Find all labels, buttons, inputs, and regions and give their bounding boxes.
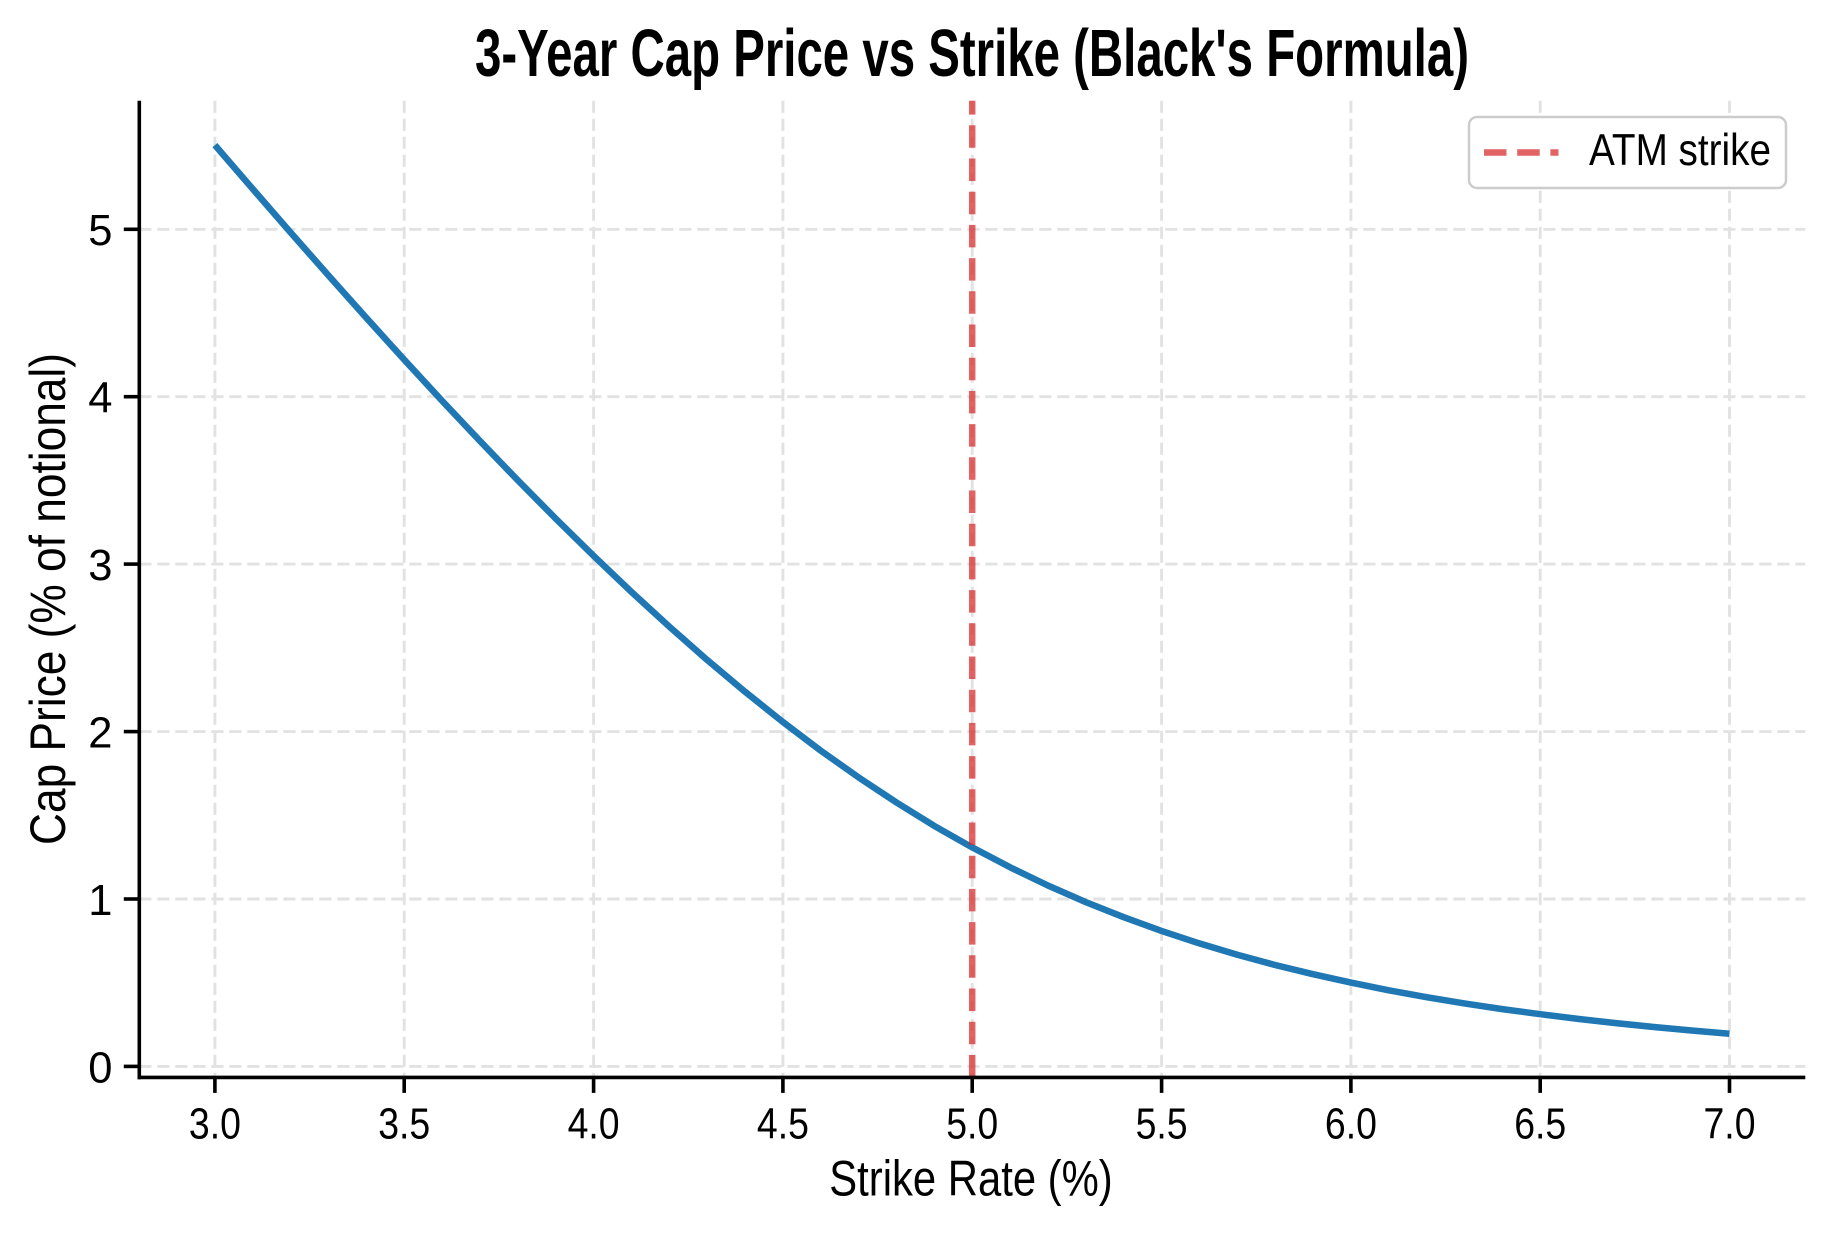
svg-text:0: 0 (88, 1044, 112, 1092)
svg-text:3.5: 3.5 (378, 1101, 430, 1149)
svg-text:4.0: 4.0 (568, 1101, 620, 1149)
svg-text:5.0: 5.0 (946, 1101, 998, 1149)
svg-text:5: 5 (88, 207, 112, 255)
svg-text:Strike Rate (%): Strike Rate (%) (829, 1150, 1112, 1206)
svg-text:5.5: 5.5 (1136, 1101, 1188, 1149)
svg-text:Cap Price (% of notional): Cap Price (% of notional) (20, 353, 76, 845)
svg-text:6.0: 6.0 (1325, 1101, 1377, 1149)
svg-text:2: 2 (88, 710, 112, 758)
svg-text:3: 3 (88, 542, 112, 590)
svg-text:7.0: 7.0 (1704, 1101, 1756, 1149)
svg-text:1: 1 (88, 877, 112, 925)
svg-text:4.5: 4.5 (757, 1101, 809, 1149)
svg-text:ATM strike: ATM strike (1589, 125, 1771, 175)
svg-text:3.0: 3.0 (189, 1101, 241, 1149)
svg-text:6.5: 6.5 (1514, 1101, 1566, 1149)
svg-text:3-Year Cap Price vs Strike (Bl: 3-Year Cap Price vs Strike (Black's Form… (475, 17, 1469, 91)
svg-text:4: 4 (88, 375, 112, 423)
